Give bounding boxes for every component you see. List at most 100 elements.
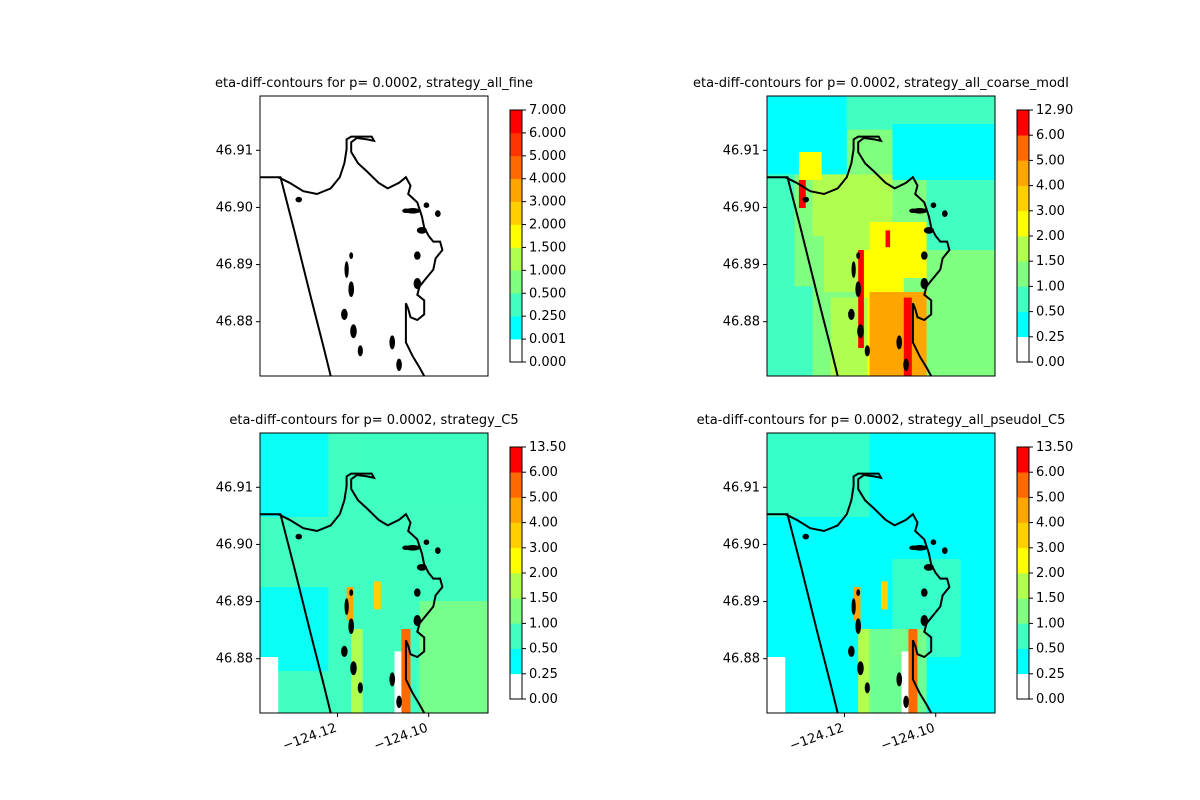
island [344, 261, 349, 278]
field-dry [260, 657, 279, 713]
subplot-4: eta-diff-contours for p= 0.0002, strateg… [697, 413, 1074, 754]
field-feature [853, 587, 861, 621]
colorbar-tick-label: 13.50 [1036, 440, 1073, 455]
colorbar-tick-label: 0.50 [1036, 305, 1065, 320]
colorbar-tick-label: 0.000 [529, 355, 566, 370]
colorbar-tick-label: 0.25 [1036, 667, 1065, 682]
colorbar-tick-label: 1.00 [529, 616, 558, 631]
island [423, 202, 430, 208]
island [855, 281, 862, 298]
colorbar-tick-label: 1.500 [529, 240, 566, 255]
colorbar-segment [1017, 336, 1029, 363]
island [923, 227, 934, 234]
y-tick-label: 46.89 [723, 595, 760, 610]
colorbar-segment [510, 201, 522, 225]
y-tick-label: 46.89 [216, 258, 253, 273]
colorbar-segment [1017, 210, 1029, 237]
colorbar-segment [510, 178, 522, 202]
island [802, 196, 810, 203]
y-tick-label: 46.91 [723, 143, 760, 158]
island [413, 278, 422, 290]
island [341, 645, 348, 657]
colorbar-tick-label: 4.00 [529, 516, 558, 531]
island [404, 545, 421, 551]
colorbar-segment [1017, 497, 1029, 523]
barrier-line [260, 176, 332, 376]
colorbar-segment [1017, 522, 1029, 549]
axes-frame [259, 95, 489, 377]
field-patch [767, 433, 870, 517]
colorbar-segment [510, 224, 522, 248]
island [851, 261, 856, 278]
y-tick-label: 46.88 [723, 652, 760, 667]
colorbar-tick-label: 0.001 [529, 332, 566, 347]
island [921, 251, 928, 260]
island [855, 618, 862, 635]
field-peak [903, 297, 912, 376]
y-tick-label: 46.90 [216, 200, 253, 215]
field-block [892, 124, 995, 180]
field-feature [351, 629, 363, 713]
colorbar-segment [510, 293, 522, 317]
colorbar-tick-label: 5.00 [1036, 490, 1065, 505]
axes-frame [766, 432, 996, 714]
island [848, 308, 855, 320]
colorbar-tick-label: 0.50 [1036, 642, 1065, 657]
island [923, 564, 934, 571]
island [348, 618, 355, 635]
island [396, 358, 402, 371]
island [435, 210, 441, 217]
island [942, 210, 948, 217]
island [357, 682, 363, 694]
island [856, 589, 861, 596]
colorbar-tick-label: 1.000 [529, 263, 566, 278]
colorbar-tick-label: 2.00 [1036, 566, 1065, 581]
axes-frame [259, 432, 489, 714]
x-tick-label: −124.10 [372, 721, 430, 754]
island [402, 545, 410, 551]
colorbar-tick-label: 3.00 [1036, 204, 1065, 219]
island [416, 227, 427, 234]
field-feature [374, 581, 381, 610]
field-peak [798, 180, 806, 208]
colorbar-segment [1017, 472, 1029, 498]
y-tick-label: 46.90 [216, 537, 253, 552]
island [414, 251, 421, 260]
colorbar-segment [1017, 110, 1029, 136]
colorbar-segment [510, 673, 522, 700]
colorbar-tick-label: 0.250 [529, 309, 566, 324]
colorbar-tick-label: 4.000 [529, 172, 566, 187]
field-peak [858, 250, 864, 348]
colorbar-segment [510, 497, 522, 523]
island [851, 598, 856, 615]
island [341, 308, 348, 320]
plot-area [260, 433, 488, 713]
island [921, 588, 928, 597]
field-dry [394, 651, 402, 713]
colorbar-tick-label: 6.000 [529, 126, 566, 141]
colorbar-tick-label: 0.00 [1036, 355, 1065, 370]
colorbar-segment [1017, 135, 1029, 161]
field-feature [858, 629, 870, 713]
colorbar-tick-label: 0.25 [1036, 330, 1065, 345]
field-dry [767, 657, 786, 713]
island [930, 539, 937, 545]
y-tick-label: 46.91 [216, 143, 253, 158]
colorbar-tick-label: 0.500 [529, 286, 566, 301]
colorbar-tick-label: 3.000 [529, 195, 566, 210]
plot-area [767, 433, 995, 713]
colorbar-tick-label: 12.90 [1036, 103, 1073, 118]
colorbar-tick-label: 2.000 [529, 218, 566, 233]
island [903, 358, 909, 371]
island [896, 672, 903, 687]
x-tick-label: −124.12 [788, 721, 846, 754]
island [857, 661, 864, 676]
island [909, 208, 917, 214]
field-block [767, 174, 795, 287]
island [414, 588, 421, 597]
island [423, 539, 430, 545]
colorbar-tick-label: 2.00 [529, 566, 558, 581]
island [349, 589, 354, 596]
y-tick-label: 46.89 [723, 258, 760, 273]
